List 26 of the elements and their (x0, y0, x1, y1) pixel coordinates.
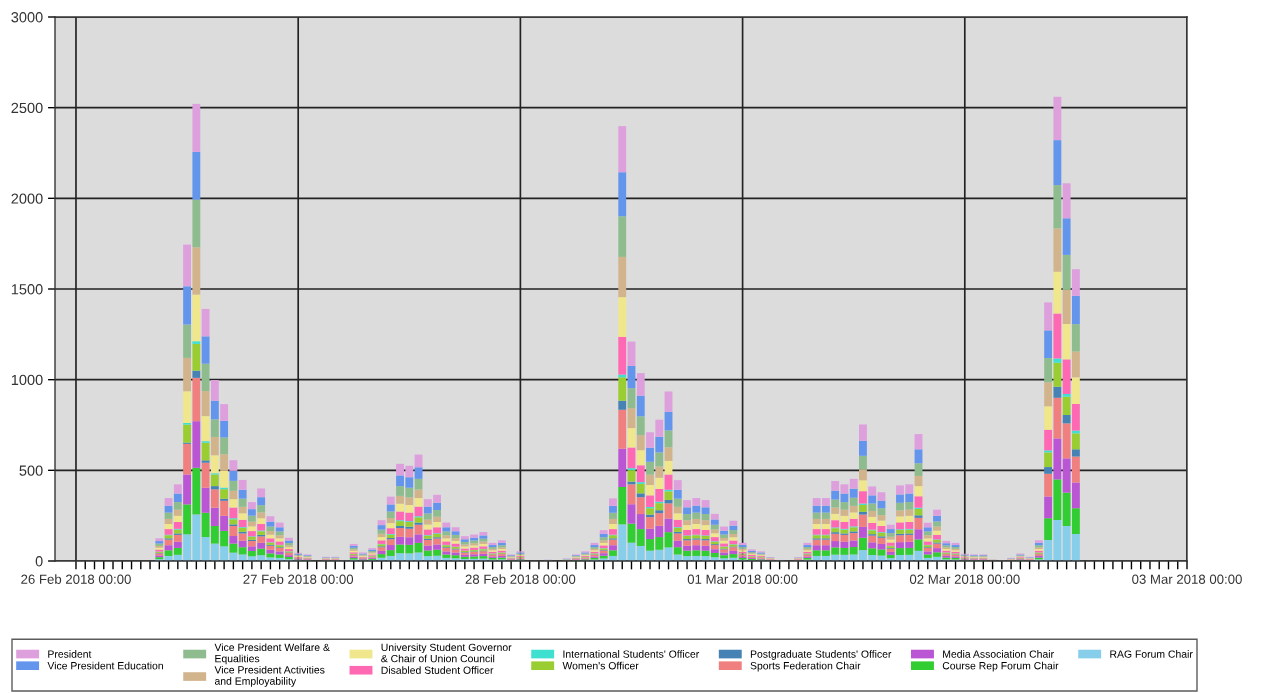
y-tick-label: 0 (35, 556, 43, 567)
x-tick-label: 03 Mar 2018 00:00 (1132, 574, 1242, 584)
legend-label: Vice President Education (47, 661, 163, 670)
x-tick-label: 26 Feb 2018 00:00 (21, 574, 131, 584)
x-tick-label: 01 Mar 2018 00:00 (687, 574, 798, 584)
y-tick-label: 500 (19, 465, 43, 476)
x-tick-label: 02 Mar 2018 00:00 (909, 574, 1020, 584)
legend-label: Vice President Activities and Employability (214, 665, 325, 687)
legend-label: Vice President Welfare & Equalities (214, 643, 330, 665)
legend-label: Course Rep Forum Chair (942, 661, 1059, 672)
legend-label: International Students' Officer (563, 650, 700, 658)
legend-label: Postgraduate Students' Officer (750, 650, 892, 660)
legend-label: Media Association Chair (943, 650, 1054, 658)
x-tick-label: 27 Feb 2018 00:00 (243, 574, 354, 584)
legend-label: University Student Governor & Chair of Union Council (381, 643, 512, 663)
legend-label: Women's Officer (562, 661, 639, 670)
legend-label: Disabled Student Officer (381, 666, 494, 674)
y-tick-label: 2000 (11, 193, 43, 204)
y-tick-label: 1000 (11, 374, 43, 386)
legend-label: Sports Federation Chair (750, 661, 861, 672)
legend-label: President (48, 650, 92, 658)
y-tick-label: 1500 (11, 284, 43, 295)
y-tick-label: 3000 (11, 12, 43, 23)
legend-label: RAG Forum Chair (1110, 650, 1193, 658)
x-tick-label: 28 Feb 2018 00:00 (465, 574, 576, 584)
y-tick-label: 2500 (11, 102, 43, 114)
